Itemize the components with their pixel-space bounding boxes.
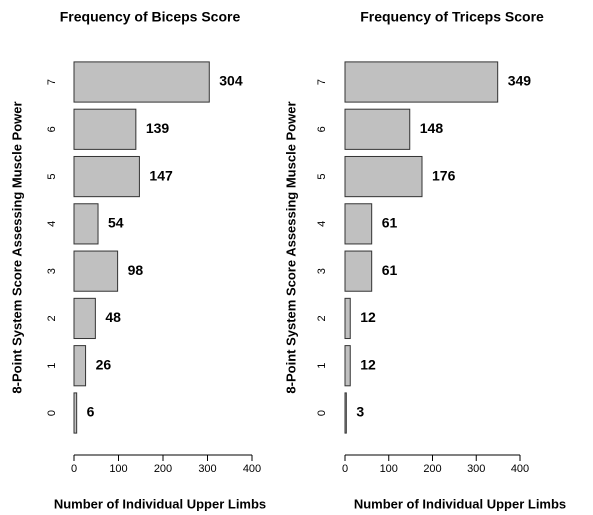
bar [73,297,96,340]
x-tick-label: 100 [380,463,398,475]
data-label: 61 [382,262,398,278]
y-tick-label: 6 [46,126,58,132]
data-label: 12 [360,356,376,372]
bar [344,345,351,387]
y-axis-label: 8-Point System Score Assessing Muscle Po… [283,101,298,393]
bar [73,108,137,150]
data-label: 148 [420,120,444,136]
data-label: 61 [382,215,398,231]
y-tick-label: 5 [46,174,58,180]
bar [73,392,78,434]
x-tick-label: 0 [342,463,348,475]
bar [73,203,99,245]
bar [73,250,119,292]
data-label: 304 [219,73,243,89]
data-label: 349 [508,73,532,89]
y-tick-label: 4 [46,221,58,227]
data-label: 98 [128,262,144,278]
x-tick-label: 200 [154,463,172,475]
data-label: 48 [105,309,121,325]
bar [344,297,351,340]
y-tick-label: 1 [316,363,328,369]
bar [73,155,140,198]
x-tick-label: 300 [467,463,485,475]
y-tick-label: 6 [316,126,328,132]
x-tick-label: 400 [243,463,261,475]
data-label: 54 [108,215,124,231]
data-label: 176 [432,167,456,183]
data-label: 6 [87,404,95,420]
y-axis-label: 8-Point System Score Assessing Muscle Po… [9,101,24,393]
y-tick-label: 3 [316,268,328,274]
y-tick-label: 0 [316,410,328,416]
bar [73,61,210,103]
bar [344,392,347,434]
y-tick-label: 4 [316,221,328,227]
bar [344,250,373,292]
bar [344,155,423,198]
chart-title: Frequency of Biceps Score [60,9,241,25]
y-tick-label: 7 [46,79,58,85]
x-tick-label: 300 [198,463,216,475]
x-tick-label: 0 [71,463,77,475]
data-label: 139 [146,120,170,136]
y-tick-label: 7 [316,79,328,85]
x-axis-label: Number of Individual Upper Limbs [354,496,566,511]
x-axis-label: Number of Individual Upper Limbs [54,496,266,511]
y-tick-label: 2 [316,315,328,321]
y-tick-label: 2 [46,315,58,321]
y-tick-label: 1 [46,363,58,369]
y-tick-label: 3 [46,268,58,274]
bar [344,108,411,150]
y-tick-label: 5 [316,174,328,180]
bar [344,203,373,245]
data-label: 12 [360,309,376,325]
x-tick-label: 100 [109,463,127,475]
chart-title: Frequency of Triceps Score [360,9,544,25]
bar [344,61,499,103]
data-label: 26 [96,356,112,372]
data-label: 147 [149,167,173,183]
data-label: 3 [356,404,364,420]
y-tick-label: 0 [46,410,58,416]
x-tick-label: 400 [511,463,529,475]
x-tick-label: 200 [423,463,441,475]
bar [73,345,87,387]
